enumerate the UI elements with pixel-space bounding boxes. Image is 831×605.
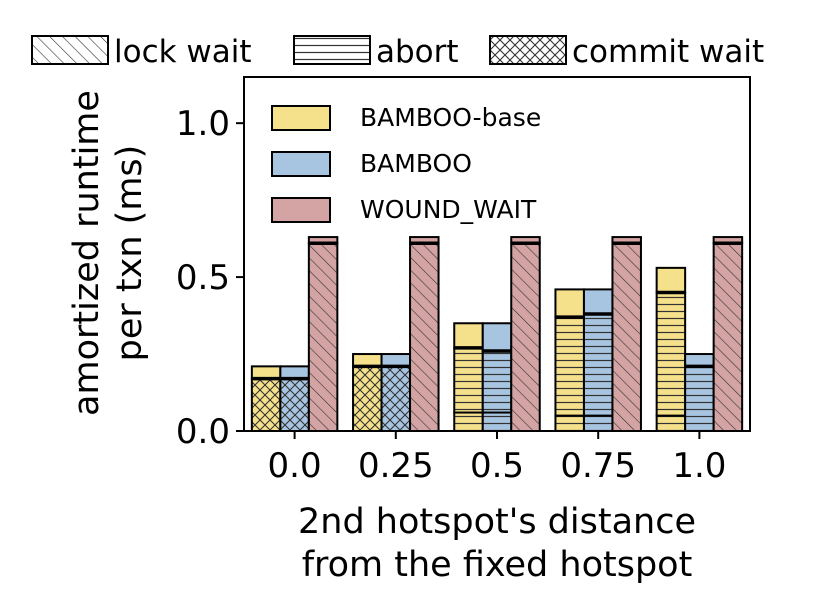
x-axis-label-line: 2nd hotspot's distance [298, 502, 696, 542]
component-label: abort [376, 34, 459, 70]
bar-hatch-lock-wait [308, 243, 338, 431]
bar-hatch-abort [454, 347, 483, 413]
y-tick-label: 0.5 [176, 258, 230, 298]
component-swatch-hatch [490, 36, 566, 64]
legend-swatch [271, 197, 331, 223]
y-tick-label: 1.0 [176, 104, 230, 144]
x-tick-label: 0.25 [358, 446, 434, 486]
component-legend: lock wait abort commit wait [31, 34, 764, 70]
bar-segment-other [353, 354, 382, 367]
legend-swatch [271, 151, 331, 177]
x-tick-label: 0.5 [470, 446, 524, 486]
y-axis-label: amortized runtimeper txn (ms) [67, 90, 150, 416]
legend-label: WOUND_WAIT [360, 195, 537, 224]
x-tick-label: 1.0 [672, 446, 726, 486]
x-tick-label: 0.0 [268, 446, 322, 486]
y-axis-label-line: per txn (ms) [110, 145, 150, 362]
bar-hatch-lock-wait [410, 243, 439, 431]
bars [250, 236, 744, 433]
y-axis-label-line: amortized runtime [67, 90, 107, 416]
legend-swatch [271, 105, 331, 131]
bar-hatch-lock-wait [353, 366, 382, 431]
bar-hatch-abort [656, 292, 686, 416]
bar-segment-other [482, 323, 512, 351]
component-label: lock wait [114, 34, 252, 70]
bar-hatch-lock-wait [656, 415, 686, 431]
component-swatch-hatch [294, 36, 370, 64]
y-tick-label: 0.0 [176, 412, 230, 452]
bar-hatch-abort [482, 350, 512, 413]
bar-hatch-abort [583, 314, 613, 416]
y-axis: 0.0 0.5 1.0 [176, 104, 244, 452]
bar-segment-other [555, 289, 584, 318]
x-axis-label-line: from the fixed hotspot [302, 545, 693, 585]
bar-hatch-abort [555, 317, 584, 416]
legend-label: BAMBOO-base [360, 103, 541, 132]
component-swatch-outline [31, 35, 109, 65]
bar-hatch-lock-wait [511, 243, 540, 431]
x-tick-label: 0.75 [560, 446, 636, 486]
bar-hatch-lock-wait [251, 378, 281, 431]
bar-segment-other [511, 237, 540, 244]
x-axis: 0.0 0.25 0.5 0.75 1.0 [268, 431, 726, 486]
bar-hatch-lock-wait [555, 415, 584, 431]
x-axis-label: 2nd hotspot's distance from the fixed hot… [298, 502, 696, 585]
bar-segment-other [583, 289, 613, 315]
bar-hatch-lock-wait [583, 415, 613, 431]
bar-segment-other [713, 237, 743, 244]
legend-label: BAMBOO [360, 149, 472, 178]
series-legend: BAMBOO-base BAMBOO WOUND_WAIT [271, 103, 541, 224]
component-swatch-hatch [32, 36, 108, 64]
bar-segment-other [251, 366, 281, 379]
component-swatch-outline [293, 35, 371, 65]
bar-segment-other [308, 237, 338, 244]
bar-hatch-lock-wait [713, 243, 743, 431]
bar-segment-other [454, 323, 483, 348]
bar-segment-other [410, 237, 439, 244]
bar-segment-other [685, 354, 714, 367]
component-label: commit wait [572, 34, 764, 70]
bar-hatch-lock-wait [280, 378, 309, 431]
bar-hatch-lock-wait [685, 366, 714, 431]
bar-segment-other [280, 366, 309, 379]
component-swatch-outline [489, 35, 567, 65]
bar-hatch-lock-wait [381, 366, 411, 431]
bar-hatch-lock-wait [454, 412, 483, 431]
bar-segment-other [656, 267, 686, 293]
bar-segment-other [381, 354, 411, 367]
bar-segment-other [612, 237, 641, 244]
bar-hatch-lock-wait [482, 412, 512, 431]
bar-hatch-lock-wait [612, 243, 641, 431]
